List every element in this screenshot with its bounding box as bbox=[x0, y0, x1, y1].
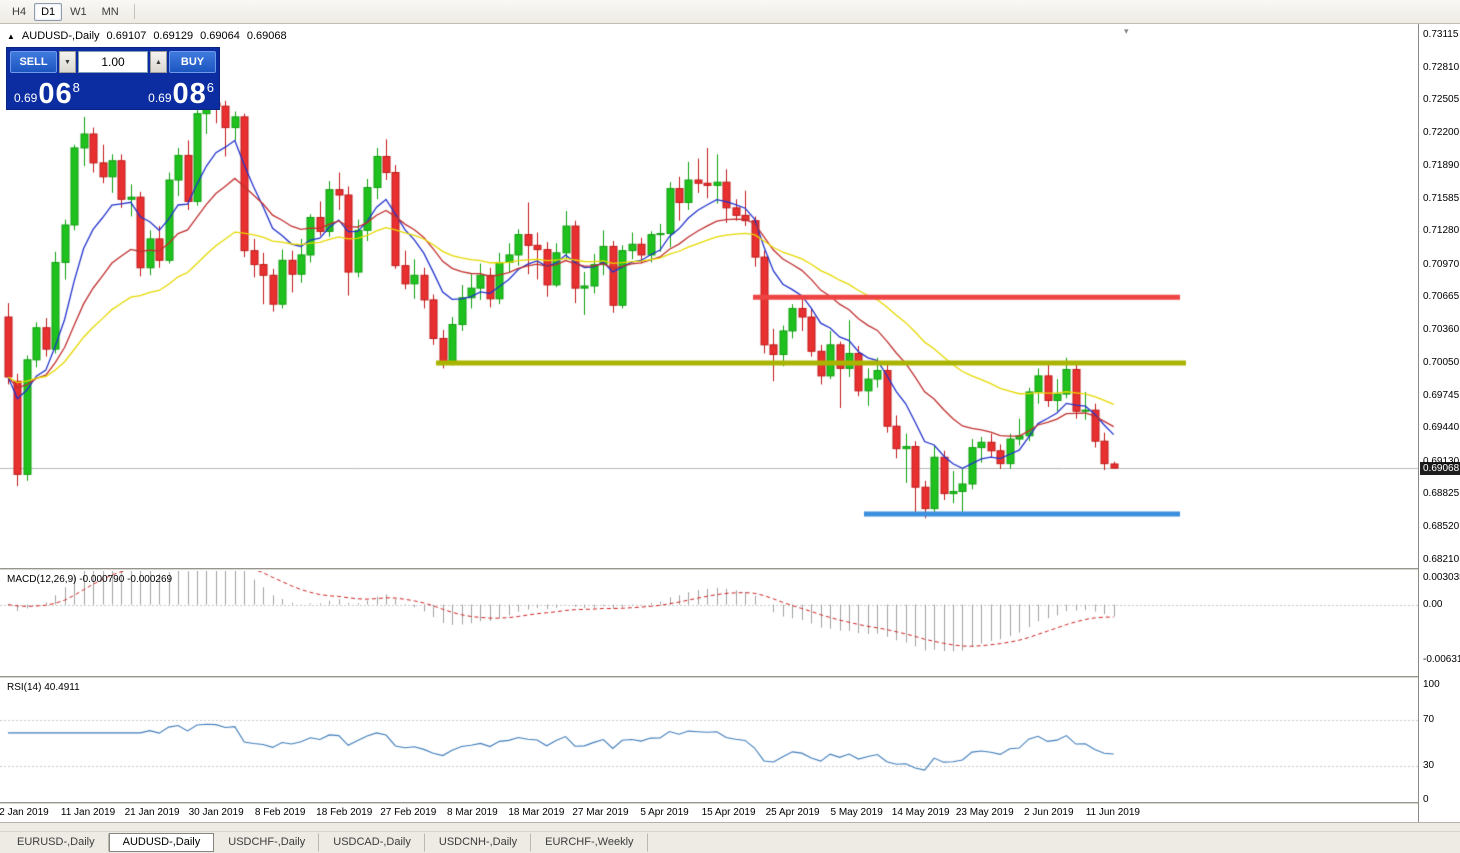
date-axis-label: 21 Jan 2019 bbox=[124, 807, 180, 818]
one-click-trading-panel: SELL ▼ ▲ BUY 0.69 06 8 0.69 08 6 bbox=[6, 47, 220, 110]
rsi-label: RSI(14) 40.4911 bbox=[7, 682, 80, 693]
date-axis-label: 27 Feb 2019 bbox=[380, 807, 437, 818]
date-axis-label: 15 Apr 2019 bbox=[701, 807, 756, 818]
bid-price-sup: 8 bbox=[72, 80, 80, 95]
pane-divider-rsi-dates bbox=[0, 802, 1418, 805]
date-axis-label: 30 Jan 2019 bbox=[188, 807, 244, 818]
chart-tab-usdcnh[interactable]: USDCNH-,Daily bbox=[425, 833, 532, 852]
macd-axis-label: 0.003035 bbox=[1423, 572, 1460, 583]
bid-quote[interactable]: 0.69 06 8 bbox=[10, 75, 113, 109]
price-axis-label: 0.69440 bbox=[1423, 422, 1460, 434]
sell-button[interactable]: SELL bbox=[10, 51, 57, 73]
ohlc-low: 0.69064 bbox=[200, 30, 240, 42]
volume-step-up-button[interactable]: ▲ bbox=[150, 51, 167, 73]
bid-price-head: 0.69 bbox=[14, 91, 38, 105]
price-axis[interactable]: 0.69068 0.73115 0.72810 0.72505 0.72200 0.71… bbox=[1418, 24, 1460, 822]
date-axis-label: 18 Feb 2019 bbox=[316, 807, 373, 818]
pane-divider-macd-rsi[interactable] bbox=[0, 676, 1418, 679]
ohlc-high: 0.69129 bbox=[153, 30, 194, 42]
symbol-header: ▲ AUDUSD-,Daily 0.69107 0.69129 0.69064 … bbox=[7, 30, 287, 42]
date-axis-label: 8 Feb 2019 bbox=[254, 807, 306, 818]
chart-shift-marker-icon[interactable]: ▾ bbox=[1124, 26, 1129, 36]
ask-price-big: 08 bbox=[172, 78, 207, 110]
timeframe-button-h4[interactable]: H4 bbox=[12, 5, 27, 18]
chart-tab-eurchf[interactable]: EURCHF-,Weekly bbox=[531, 833, 648, 852]
trade-controls-row: SELL ▼ ▲ BUY bbox=[10, 51, 216, 73]
macd-axis-label: 0.00 bbox=[1423, 598, 1443, 610]
chart-tab-usdchf[interactable]: USDCHF-,Daily bbox=[214, 833, 320, 852]
price-axis-label: 0.69130 bbox=[1423, 455, 1460, 467]
price-axis-label: 0.72505 bbox=[1423, 94, 1460, 106]
date-axis[interactable]: 2 Jan 2019 11 Jan 2019 21 Jan 2019 30 Jan 2… bbox=[0, 805, 1418, 822]
rsi-axis-label: 70 bbox=[1423, 713, 1435, 725]
timeframe-button-w1[interactable]: W1 bbox=[70, 5, 87, 18]
price-axis-label: 0.68210 bbox=[1423, 553, 1460, 565]
rsi-axis-label: 100 bbox=[1423, 679, 1440, 690]
volume-input[interactable] bbox=[78, 51, 148, 73]
timeframe-button-d1[interactable]: D1 bbox=[34, 2, 63, 21]
pane-divider-main-macd[interactable] bbox=[0, 568, 1418, 571]
bottom-strip bbox=[0, 822, 1460, 831]
chart-tab-eurusd[interactable]: EURUSD-,Daily bbox=[3, 833, 109, 852]
date-axis-label: 25 Apr 2019 bbox=[765, 807, 820, 818]
volume-step-down-button[interactable]: ▼ bbox=[59, 51, 76, 73]
price-axis-label: 0.70050 bbox=[1423, 357, 1460, 369]
one-click-panel-collapse-icon[interactable]: ▲ bbox=[7, 31, 15, 41]
rsi-axis-label: 30 bbox=[1423, 759, 1435, 771]
chart-tabs: EURUSD-,Daily AUDUSD-,Daily USDCHF-,Daily U… bbox=[0, 831, 1460, 853]
chart-tab-usdcad[interactable]: USDCAD-,Daily bbox=[319, 833, 425, 852]
price-axis-label: 0.73115 bbox=[1423, 29, 1459, 40]
bid-price-big: 06 bbox=[38, 78, 73, 110]
price-axis-label: 0.70970 bbox=[1423, 258, 1460, 270]
date-axis-label: 27 Mar 2019 bbox=[572, 807, 629, 818]
current-price-tag: 0.69068 bbox=[1420, 462, 1460, 476]
price-axis-label: 0.68520 bbox=[1423, 520, 1460, 532]
ohlc-close: 0.69068 bbox=[246, 30, 287, 42]
toolbar-separator bbox=[133, 4, 135, 19]
ask-price-sup: 6 bbox=[206, 80, 214, 95]
symbol-name: AUDUSD-,Daily bbox=[21, 30, 100, 42]
date-axis-label: 23 May 2019 bbox=[955, 807, 1014, 818]
price-chart-canvas[interactable] bbox=[0, 24, 1418, 568]
date-axis-label: 5 May 2019 bbox=[830, 807, 883, 818]
date-axis-label: 11 Jan 2019 bbox=[60, 807, 116, 818]
price-axis-label: 0.70360 bbox=[1423, 323, 1460, 335]
date-axis-label: 5 Apr 2019 bbox=[640, 807, 689, 818]
period-toolbar: H4 D1 W1 MN bbox=[0, 0, 1460, 24]
date-axis-label: 18 Mar 2019 bbox=[508, 807, 565, 818]
price-axis-label: 0.72810 bbox=[1423, 61, 1460, 73]
macd-label: MACD(12,26,9) -0.000790 -0.000269 bbox=[7, 574, 173, 585]
date-axis-label: 11 Jun 2019 bbox=[1085, 807, 1140, 818]
price-axis-label: 0.69745 bbox=[1423, 389, 1460, 401]
timeframe-group: H4 D1 W1 MN bbox=[5, 2, 127, 21]
macd-indicator-canvas[interactable] bbox=[0, 571, 1418, 676]
ohlc-open: 0.69107 bbox=[106, 30, 147, 42]
quote-row: 0.69 06 8 0.69 08 6 bbox=[10, 75, 216, 109]
price-axis-label: 0.72200 bbox=[1423, 126, 1460, 138]
chart-tab-audusd[interactable]: AUDUSD-,Daily bbox=[108, 833, 215, 852]
date-axis-label: 2 Jan 2019 bbox=[0, 807, 49, 818]
price-axis-label: 0.71280 bbox=[1423, 225, 1460, 237]
buy-button[interactable]: BUY bbox=[169, 51, 216, 73]
ask-price-head: 0.69 bbox=[148, 91, 172, 105]
price-axis-label: 0.71890 bbox=[1423, 160, 1460, 172]
price-axis-label: 0.70665 bbox=[1423, 291, 1460, 303]
rsi-axis-label: 0 bbox=[1423, 794, 1429, 805]
ask-quote[interactable]: 0.69 08 6 bbox=[113, 75, 216, 109]
date-axis-label: 8 Mar 2019 bbox=[447, 807, 498, 818]
rsi-indicator-canvas[interactable] bbox=[0, 679, 1418, 802]
price-axis-label: 0.68825 bbox=[1423, 488, 1460, 500]
timeframe-button-mn[interactable]: MN bbox=[101, 5, 119, 18]
date-axis-label: 2 Jun 2019 bbox=[1024, 807, 1074, 818]
price-axis-label: 0.71585 bbox=[1423, 192, 1460, 204]
date-axis-label: 14 May 2019 bbox=[891, 807, 950, 818]
